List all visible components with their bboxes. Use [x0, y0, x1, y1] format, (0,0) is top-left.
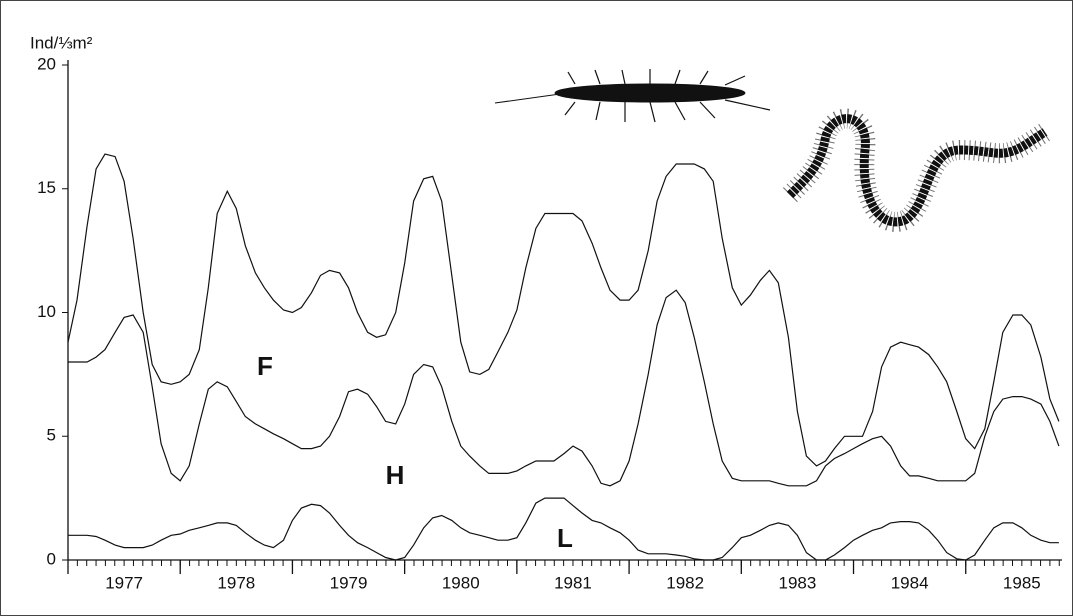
x-tick-label: 1982: [666, 573, 704, 592]
y-tick-label: 10: [37, 302, 56, 321]
x-tick-label: 1981: [554, 573, 592, 592]
x-tick-label: 1979: [330, 573, 368, 592]
x-tick-label: 1977: [105, 573, 143, 592]
y-tick-label: 15: [37, 178, 56, 197]
x-tick-label: 1983: [778, 573, 816, 592]
x-tick-label: 1985: [1003, 573, 1041, 592]
centipede-illustration: [494, 69, 771, 123]
series-line: [68, 289, 1060, 487]
y-axis-label: Ind/⅓m²: [30, 33, 93, 52]
series-line: [67, 153, 1060, 467]
x-tick-label: 1984: [891, 573, 929, 592]
series-label: L: [557, 523, 573, 553]
x-tick-label: 1980: [442, 573, 480, 592]
x-tick-label: 1978: [217, 573, 255, 592]
y-tick-label: 5: [47, 426, 56, 445]
series-label: F: [257, 351, 273, 381]
y-tick-label: 20: [37, 54, 56, 73]
series-label: H: [386, 460, 405, 490]
series-line: [68, 497, 1059, 561]
millipede-illustration: [782, 108, 1051, 232]
y-tick-label: 0: [47, 549, 56, 568]
